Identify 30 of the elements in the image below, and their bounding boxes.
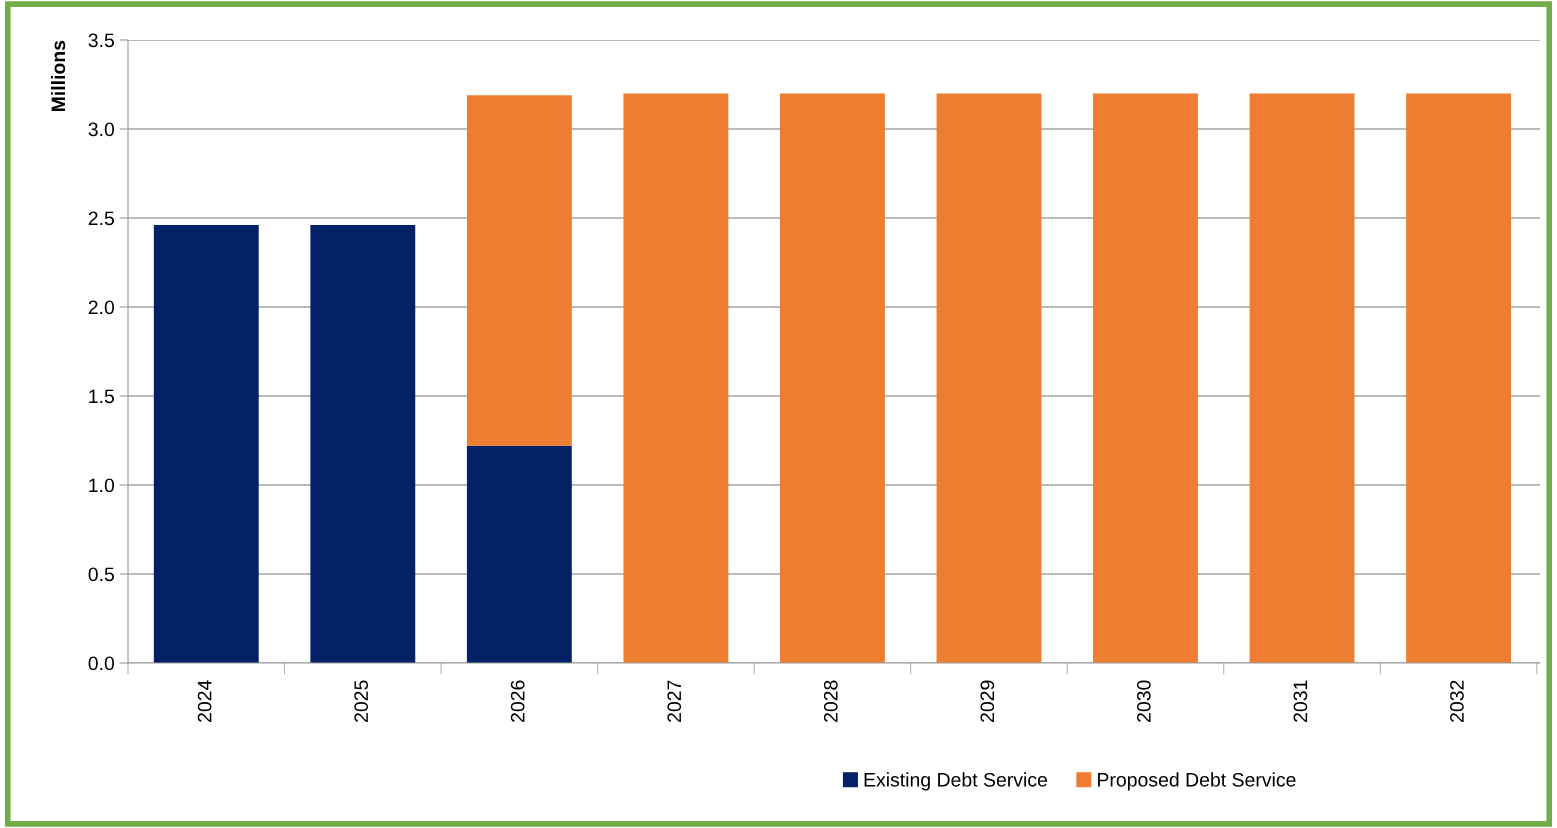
y-tick-label: 3.5 <box>88 33 114 48</box>
bar <box>1249 93 1355 663</box>
bar <box>466 95 572 446</box>
bar <box>623 93 729 663</box>
y-tick-label: 2.0 <box>88 300 115 315</box>
bar <box>936 93 1042 663</box>
bar <box>153 225 259 663</box>
x-tick-label: 2032 <box>1450 680 1464 722</box>
x-tick-label: 2026 <box>510 680 525 722</box>
bar <box>466 445 572 663</box>
x-tick-label: 2030 <box>1136 680 1151 722</box>
x-tick-label: 2029 <box>980 680 995 722</box>
x-tick-label: 2024 <box>197 680 212 722</box>
x-tick-label: 2025 <box>354 680 369 722</box>
bar <box>310 225 416 663</box>
y-tick-label: 1.0 <box>89 478 115 493</box>
bar <box>779 93 885 663</box>
legend-label: Existing Debt Service <box>864 772 1047 791</box>
y-tick-label: 0.5 <box>88 567 114 582</box>
x-tick-label: 2028 <box>823 680 838 722</box>
bar <box>1093 93 1198 663</box>
y-tick-label: 0.0 <box>88 656 115 671</box>
y-axis-title: Millions <box>50 40 66 112</box>
bar <box>1406 93 1512 663</box>
y-tick-label: 2.5 <box>88 211 114 226</box>
x-tick-label: 2031 <box>1293 680 1308 722</box>
y-tick-label: 3.0 <box>88 122 115 137</box>
legend-label: Proposed Debt Service <box>1098 772 1296 791</box>
y-tick-label: 1.5 <box>89 389 114 404</box>
x-tick-label: 2027 <box>667 680 682 722</box>
